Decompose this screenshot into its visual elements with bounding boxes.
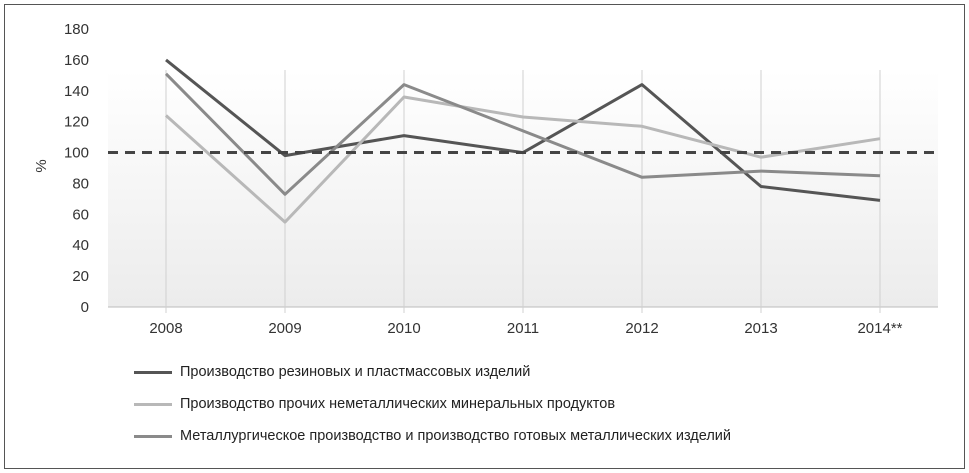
legend-item: Металлургическое производство и производ… [134, 420, 731, 452]
y-tick-label: 60 [72, 206, 89, 223]
y-tick-label: 180 [64, 21, 89, 38]
x-tick-label: 2008 [149, 320, 182, 337]
x-tick-label: 2013 [744, 320, 777, 337]
legend-item: Производство резиновых и пластмассовых и… [134, 356, 731, 388]
x-tick-label: 2012 [625, 320, 658, 337]
x-tick-label: 2009 [268, 320, 301, 337]
legend-label: Металлургическое производство и производ… [180, 428, 731, 444]
series-line [164, 72, 881, 196]
legend-label: Производство прочих неметаллических мине… [180, 396, 616, 412]
x-tick-label: 2014** [857, 320, 902, 337]
y-tick-label: 140 [64, 83, 89, 100]
y-tick-label: 80 [72, 175, 89, 192]
legend-item: Производство прочих неметаллических мине… [134, 388, 731, 420]
y-tick-label: 0 [81, 299, 89, 316]
legend-swatch [134, 402, 172, 406]
x-tick-label: 2010 [387, 320, 420, 337]
legend-swatch [134, 370, 172, 374]
y-tick-label: 100 [64, 145, 89, 162]
x-tick-label: 2011 [507, 320, 539, 337]
legend: Производство резиновых и пластмассовых и… [134, 356, 731, 452]
legend-swatch [134, 434, 172, 438]
series-line [164, 95, 881, 224]
y-axis-label: % [33, 159, 50, 172]
y-tick-label: 120 [64, 114, 89, 131]
y-tick-label: 20 [72, 268, 89, 285]
legend-label: Производство резиновых и пластмассовых и… [180, 364, 531, 380]
y-tick-label: 160 [64, 52, 89, 69]
y-tick-label: 40 [72, 237, 89, 254]
